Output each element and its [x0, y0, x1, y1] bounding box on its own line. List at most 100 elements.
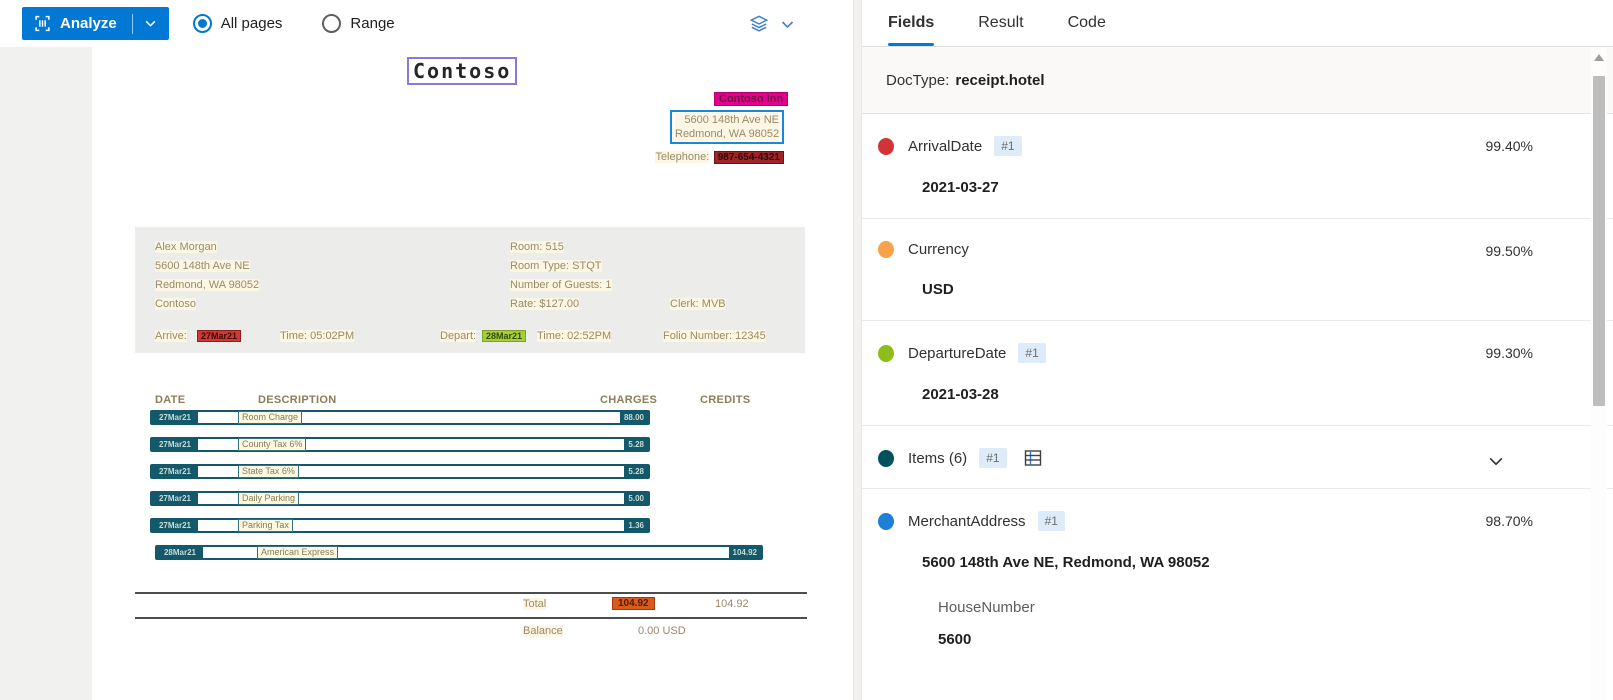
confidence-value: 99.30% [1485, 345, 1533, 361]
row-date: 27Mar21 [152, 466, 198, 477]
balance-divider-line [135, 617, 807, 619]
merchant-address-bounding-box[interactable]: 5600 148th Ave NE Redmond, WA 98052 [670, 110, 784, 144]
pane-divider[interactable] [853, 0, 862, 700]
tab-result-label: Result [978, 14, 1024, 31]
merchant-logo-text: Contoso [413, 59, 512, 83]
field-card-items[interactable]: Items (6) #1 [862, 426, 1613, 489]
subfield-name: HouseNumber [938, 599, 1035, 616]
row-amount: 1.36 [624, 520, 648, 531]
total-bounding-box[interactable]: 104.92 [612, 597, 655, 610]
analyze-dropdown-chevron-down-icon[interactable] [144, 17, 157, 30]
field-value: 2021-03-28 [922, 386, 999, 403]
field-card-merchantaddress[interactable]: MerchantAddress #1 98.70% 5600 148th Ave… [862, 489, 1613, 670]
column-header-description: DESCRIPTION [258, 394, 337, 406]
occurrence-badge: #1 [1018, 343, 1046, 363]
results-pane: Fields Result Code DocType: receipt.hotel… [862, 0, 1613, 700]
total-divider-line [135, 592, 807, 594]
row-description: County Tax 6% [238, 438, 307, 451]
arrival-date-bounding-box[interactable]: 27Mar21 [197, 330, 242, 342]
doctype-value: receipt.hotel [955, 72, 1045, 89]
row-date: 27Mar21 [152, 493, 198, 504]
button-divider [131, 13, 133, 34]
scrollbar-thumb[interactable] [1593, 76, 1605, 406]
depart-label: Depart: [440, 330, 477, 342]
analyze-button[interactable]: Analyze [22, 7, 169, 40]
row-date: 27Mar21 [152, 520, 198, 531]
telephone-bounding-box[interactable]: 987-654-4321 [713, 151, 784, 164]
layers-chevron-down-icon[interactable] [780, 17, 795, 32]
layers-icon[interactable] [748, 13, 770, 35]
total-value: 104.92 [715, 598, 749, 610]
merchant-address-line2: Redmond, WA 98052 [675, 127, 780, 141]
balance-label: Balance [523, 625, 563, 637]
table-row[interactable]: 28Mar21 American Express 104.92 [155, 545, 763, 560]
balance-value: 0.00 USD [638, 625, 686, 637]
analyze-button-label: Analyze [60, 15, 117, 32]
field-color-dot [878, 512, 894, 530]
radio-all-pages[interactable]: All pages [192, 14, 282, 33]
table-grid-icon[interactable] [1023, 448, 1043, 468]
confidence-value: 99.40% [1485, 138, 1533, 154]
merchant-name-text: Contoso Inn [719, 93, 784, 105]
radio-selected-icon [192, 14, 212, 33]
merchant-address-line1: 5600 148th Ave NE [675, 113, 779, 127]
column-header-date: DATE [155, 394, 186, 406]
guest-company: Contoso [155, 298, 196, 310]
tab-code[interactable]: Code [1068, 0, 1106, 46]
field-name: Currency [908, 241, 969, 258]
field-value: 5600 148th Ave NE, Redmond, WA 98052 [922, 554, 1210, 571]
depart-time: Time: 02:52PM [537, 330, 612, 342]
field-name: MerchantAddress [908, 512, 1026, 530]
document-canvas[interactable]: Contoso Contoso Inn 5600 148th Ave NE Re… [0, 47, 853, 700]
row-amount: 5.28 [624, 439, 648, 450]
scan-brackets-icon [34, 15, 51, 32]
guest-name: Alex Morgan [155, 241, 217, 253]
merchant-logo-bounding-box[interactable]: Contoso [407, 57, 518, 85]
tab-result[interactable]: Result [978, 0, 1023, 46]
tab-fields[interactable]: Fields [888, 0, 935, 46]
row-amount: 5.00 [624, 493, 648, 504]
receipt-page: Contoso Contoso Inn 5600 148th Ave NE Re… [92, 47, 853, 700]
doctype-label: DocType: [886, 72, 950, 89]
rate: Rate: $127.00 [510, 298, 580, 310]
table-row[interactable]: 27Mar21 Parking Tax 1.36 [150, 518, 650, 533]
field-card-currency[interactable]: Currency 99.50% USD [862, 219, 1613, 321]
table-row[interactable]: 27Mar21 State Tax 6% 5.28 [150, 464, 650, 479]
radio-range-label: Range [350, 15, 395, 32]
row-amount: 104.92 [728, 547, 761, 558]
row-description: State Tax 6% [238, 465, 299, 478]
row-description: Parking Tax [238, 519, 293, 532]
layers-control [748, 13, 795, 35]
telephone-line: Telephone: 987-654-4321 [572, 147, 784, 165]
subfield-value: 5600 [938, 631, 972, 648]
room-type: Room Type: STQT [510, 260, 602, 272]
field-card-departuredate[interactable]: DepartureDate #1 99.30% 2021-03-28 [862, 321, 1613, 426]
merchant-name-bounding-box[interactable]: Contoso Inn [714, 92, 789, 106]
departure-date-bounding-box[interactable]: 28Mar21 [482, 330, 527, 342]
guest-info-block: Alex Morgan 5600 148th Ave NE Redmond, W… [135, 227, 805, 353]
items-expand-chevron-down-icon[interactable] [1487, 452, 1505, 475]
table-row[interactable]: 27Mar21 Room Charge 88.00 [150, 410, 650, 425]
radio-range[interactable]: Range [322, 14, 395, 33]
row-date: 27Mar21 [152, 412, 198, 423]
occurrence-badge: #1 [979, 448, 1007, 468]
telephone-label: Telephone: [655, 151, 710, 163]
document-viewer-pane: Analyze All pages Range [0, 7, 853, 700]
table-row[interactable]: 27Mar21 County Tax 6% 5.28 [150, 437, 650, 452]
occurrence-badge: #1 [1037, 511, 1065, 531]
number-of-guests: Number of Guests: 1 [510, 279, 612, 291]
pages-radio-group: All pages Range [192, 14, 395, 33]
results-scrollbar[interactable] [1591, 48, 1607, 700]
occurrence-badge: #1 [994, 136, 1022, 156]
row-description: Room Charge [238, 411, 303, 424]
radio-unselected-icon [322, 14, 342, 33]
scrollbar-triangle-up-icon[interactable] [1594, 54, 1604, 61]
row-description: Daily Parking [238, 492, 300, 505]
table-row[interactable]: 27Mar21 Daily Parking 5.00 [150, 491, 650, 506]
row-amount: 88.00 [619, 412, 648, 423]
guest-address2: Redmond, WA 98052 [155, 279, 260, 291]
field-value: USD [922, 281, 954, 298]
field-card-arrivaldate[interactable]: ArrivalDate #1 99.40% 2021-03-27 [862, 114, 1613, 219]
field-color-dot [878, 241, 894, 258]
